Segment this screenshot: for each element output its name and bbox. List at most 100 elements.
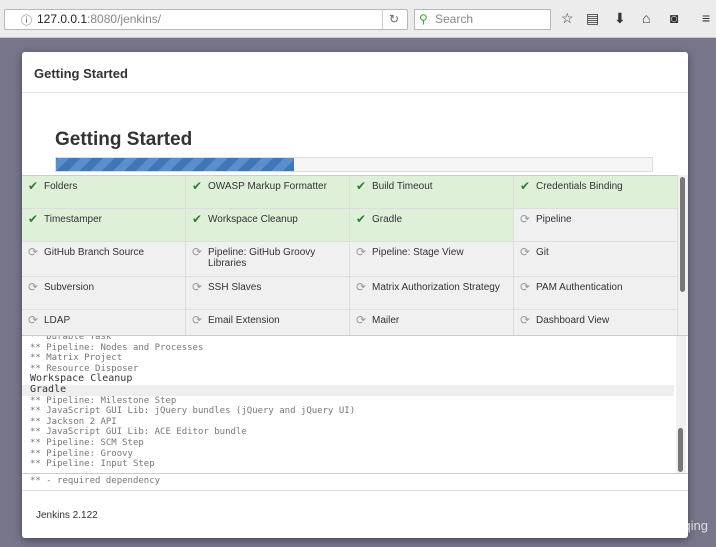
refresh-icon: ⟳: [520, 280, 531, 294]
checkmark-icon: ✔: [356, 179, 367, 193]
refresh-icon: ⟳: [520, 245, 531, 259]
plugin-cell: ⟳ Mailer: [350, 310, 514, 335]
checkmark-icon: ✔: [28, 179, 39, 193]
reload-icon[interactable]: ↻: [381, 10, 399, 29]
plugin-name: Pipeline: GitHub Groovy Libraries: [208, 247, 316, 269]
refresh-icon: ⟳: [192, 245, 203, 259]
plugin-cell: ⟳ Pipeline: GitHub Groovy Libraries: [186, 242, 350, 277]
plugin-cell: ⟳ Subversion: [22, 277, 186, 310]
plugin-name: LDAP: [44, 315, 71, 326]
plugin-cell: ⟳ Dashboard View: [514, 310, 678, 335]
watermark: https://blog.csdn.net/kakaops_qing: [507, 518, 708, 533]
page-title: Getting Started: [55, 129, 193, 150]
search-icon: ⚲: [419, 12, 428, 26]
log-line: ** JavaScript GUI Lib: ACE Editor bundle: [30, 427, 247, 438]
refresh-icon: ⟳: [356, 280, 367, 294]
plugin-name: Email Extension: [208, 315, 280, 326]
log-line: ** Durable Task: [30, 335, 112, 342]
refresh-icon: ⟳: [356, 313, 367, 327]
plugin-cell: ✔ OWASP Markup Formatter: [186, 176, 350, 209]
home-icon[interactable]: ⌂: [642, 10, 651, 26]
browser-toolbar: ⓘ 127.0.0.1:8080/jenkins/ ↻ ⚲ Search ☆ ▤ …: [0, 0, 716, 38]
plugin-cell: ⟳ Email Extension: [186, 310, 350, 335]
plugin-cell: ✔ Workspace Cleanup: [186, 209, 350, 242]
plugin-name: Build Timeout: [372, 181, 433, 192]
plugin-name: OWASP Markup Formatter: [208, 181, 327, 192]
search-placeholder: Search: [435, 12, 474, 26]
plugin-name: GitHub Branch Source: [44, 247, 145, 258]
plugin-name: Credentials Binding: [536, 181, 623, 192]
checkmark-icon: ✔: [28, 212, 39, 226]
log-line: Workspace Cleanup: [30, 373, 133, 385]
refresh-icon: ⟳: [356, 245, 367, 259]
log-line: ** JavaScript GUI Lib: jQuery bundles (j…: [30, 406, 356, 417]
checkmark-icon: ✔: [192, 212, 203, 226]
plugin-name: Mailer: [372, 315, 400, 326]
install-progress-bar: [55, 157, 653, 172]
checkmark-icon: ✔: [520, 179, 531, 193]
plugin-name: Git: [536, 247, 549, 258]
bookmark-star-icon[interactable]: ☆: [561, 10, 574, 26]
log-line: Gradle: [22, 384, 674, 396]
plugin-name: SSH Slaves: [208, 282, 262, 293]
plugin-cell: ⟳ SSH Slaves: [186, 277, 350, 310]
plugin-name: Matrix Authorization Strategy: [372, 282, 500, 293]
refresh-icon: ⟳: [192, 280, 203, 294]
plugin-name: Timestamper: [44, 214, 102, 225]
log-line: ** Matrix Project: [30, 353, 123, 364]
reading-list-icon[interactable]: ▤: [586, 10, 600, 26]
log-line: ** Jackson 2 API: [30, 416, 117, 427]
plugin-cell: ✔ Gradle: [350, 209, 514, 242]
refresh-icon: ⟳: [520, 212, 531, 226]
plugin-cell: ⟳ Pipeline: Stage View: [350, 242, 514, 277]
install-log: ** Durable Task ** Pipeline: Nodes and Pr…: [22, 335, 688, 474]
plugin-cell: ✔ Folders: [22, 176, 186, 209]
plugin-cell: ✔ Timestamper: [22, 209, 186, 242]
refresh-icon: ⟳: [192, 313, 203, 327]
log-line: ** Pipeline: Input Step: [30, 459, 155, 470]
jenkins-version: Jenkins 2.122: [36, 510, 98, 521]
progress-fill: [56, 158, 295, 171]
log-scrollbar[interactable]: [676, 336, 686, 473]
log-line: ** Resource Disposer: [30, 363, 139, 374]
checkmark-icon: ✔: [192, 179, 203, 193]
refresh-icon: ⟳: [28, 245, 39, 259]
log-line: ** Pipeline: SCM Step: [30, 437, 144, 448]
log-line: ** Pipeline: Groovy: [30, 448, 133, 459]
setup-wizard-modal: Getting Started Getting Started ✔ Folders…: [22, 52, 688, 538]
download-icon[interactable]: ⬇: [614, 10, 626, 26]
log-line: ** Pipeline: Nodes and Processes: [30, 342, 204, 353]
plugin-name: PAM Authentication: [536, 282, 623, 293]
plugin-cell: ⟳ PAM Authentication: [514, 277, 678, 310]
plugin-name: Dashboard View: [536, 315, 610, 326]
pocket-icon[interactable]: ◙: [670, 10, 679, 26]
plugin-cell: ⟳ Git: [514, 242, 678, 277]
info-icon[interactable]: ⓘ: [21, 15, 32, 27]
plugin-cell: ⟳ Pipeline: [514, 209, 678, 242]
plugin-name: Subversion: [44, 282, 95, 293]
refresh-icon: ⟳: [28, 280, 39, 294]
plugin-grid: ✔ Folders ✔ OWASP Markup Formatter ✔ Build Ti…: [22, 175, 678, 335]
plugin-cell: ✔ Build Timeout: [350, 176, 514, 209]
plugin-name: Pipeline: [536, 214, 572, 225]
dependency-legend: ** - required dependency: [22, 474, 688, 491]
modal-header: Getting Started: [22, 52, 688, 93]
search-input[interactable]: ⚲ Search: [414, 9, 551, 30]
plugin-grid-scrollbar[interactable]: [678, 175, 688, 335]
plugin-cell: ⟳ GitHub Branch Source: [22, 242, 186, 277]
refresh-icon: ⟳: [520, 313, 531, 327]
log-line: ** Pipeline: Milestone Step: [30, 395, 177, 406]
plugin-name: Workspace Cleanup: [208, 214, 298, 225]
menu-icon[interactable]: ≡: [702, 10, 711, 26]
url-path: :8080/jenkins/: [87, 12, 162, 26]
plugin-name: Folders: [44, 181, 78, 192]
plugin-name: Gradle: [372, 214, 403, 225]
plugin-cell: ⟳ Matrix Authorization Strategy: [350, 277, 514, 310]
plugin-cell: ⟳ LDAP: [22, 310, 186, 335]
plugin-name: Pipeline: Stage View: [372, 247, 464, 258]
url-bar[interactable]: ⓘ 127.0.0.1:8080/jenkins/ ↻: [4, 9, 408, 30]
refresh-icon: ⟳: [28, 313, 39, 327]
plugin-cell: ✔ Credentials Binding: [514, 176, 678, 209]
url-host: 127.0.0.1: [37, 12, 88, 26]
checkmark-icon: ✔: [356, 212, 367, 226]
